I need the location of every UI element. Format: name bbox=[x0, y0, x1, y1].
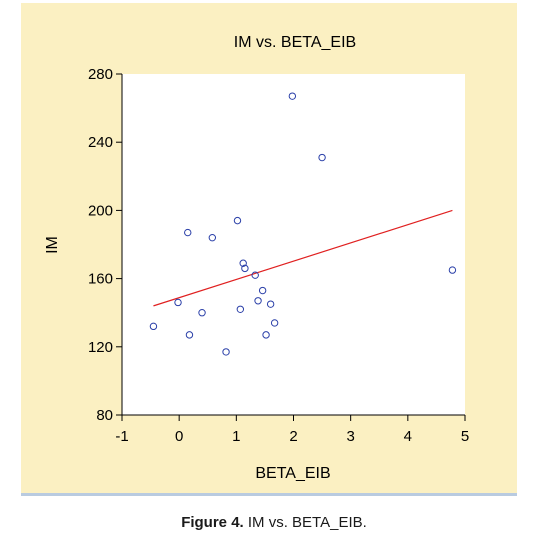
y-axis-label: IM bbox=[44, 236, 61, 254]
caption-text: IM vs. BETA_EIB. bbox=[247, 514, 367, 531]
data-point bbox=[270, 319, 279, 327]
data-point bbox=[222, 348, 230, 356]
chart-title: IM vs. BETA_EIB bbox=[234, 34, 356, 51]
data-point bbox=[233, 216, 242, 225]
figure-bottom-rule bbox=[21, 493, 517, 496]
x-tick-label: 5 bbox=[461, 428, 469, 445]
data-point bbox=[288, 92, 297, 100]
scatter-chart: IM vs. BETA_EIB -1 0 1 2 3 4 5 80 120 160 200 240 28… bbox=[44, 34, 469, 482]
data-point bbox=[258, 286, 267, 295]
x-tick-label: 3 bbox=[346, 428, 354, 445]
y-tick-label: 280 bbox=[88, 66, 113, 83]
y-tick-label: 80 bbox=[96, 407, 113, 424]
caption-label: Figure 4. bbox=[181, 514, 244, 531]
data-point bbox=[251, 271, 259, 279]
x-tick-label: 0 bbox=[175, 428, 183, 445]
data-points bbox=[149, 92, 457, 356]
regression-line-group bbox=[153, 209, 453, 307]
tick-marks: -1 0 1 2 3 4 5 80 120 160 200 240 280 bbox=[88, 66, 469, 445]
y-tick-label: 160 bbox=[88, 271, 113, 288]
data-point bbox=[448, 266, 457, 274]
y-tick-label: 200 bbox=[88, 202, 113, 219]
y-tick-label: 240 bbox=[88, 134, 113, 151]
data-point bbox=[208, 233, 217, 242]
data-point bbox=[254, 297, 262, 305]
data-point bbox=[239, 259, 247, 267]
x-tick-label: -1 bbox=[115, 428, 128, 445]
x-tick-label: 4 bbox=[404, 428, 412, 445]
data-point bbox=[318, 153, 326, 162]
figure-caption: Figure 4. IM vs. BETA_EIB. bbox=[0, 514, 548, 531]
x-axis-label: BETA_EIB bbox=[255, 465, 330, 482]
data-point bbox=[266, 300, 275, 308]
data-point bbox=[174, 298, 182, 307]
data-point bbox=[185, 331, 194, 339]
data-point bbox=[184, 228, 192, 237]
data-point bbox=[149, 322, 158, 331]
data-point bbox=[236, 305, 245, 313]
plot-area bbox=[122, 74, 465, 415]
x-tick-label: 1 bbox=[232, 428, 240, 445]
data-point bbox=[198, 309, 206, 317]
regression-line bbox=[153, 209, 453, 307]
data-point bbox=[262, 331, 270, 339]
data-point bbox=[241, 264, 249, 273]
x-tick-label: 2 bbox=[289, 428, 297, 445]
y-tick-label: 120 bbox=[88, 339, 113, 356]
